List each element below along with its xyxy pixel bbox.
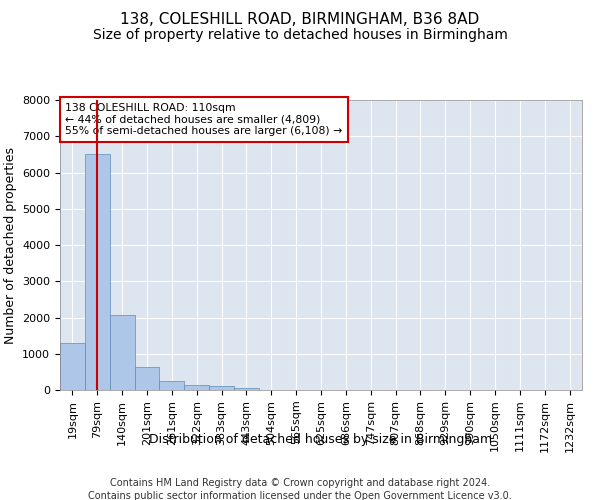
Text: Distribution of detached houses by size in Birmingham: Distribution of detached houses by size … bbox=[149, 432, 493, 446]
Text: Size of property relative to detached houses in Birmingham: Size of property relative to detached ho… bbox=[92, 28, 508, 42]
Text: 138 COLESHILL ROAD: 110sqm
← 44% of detached houses are smaller (4,809)
55% of s: 138 COLESHILL ROAD: 110sqm ← 44% of deta… bbox=[65, 103, 343, 136]
Bar bbox=[134, 367, 160, 390]
Bar bbox=[184, 386, 209, 390]
Bar bbox=[209, 386, 234, 390]
Text: Contains public sector information licensed under the Open Government Licence v3: Contains public sector information licen… bbox=[88, 491, 512, 500]
Bar bbox=[160, 381, 184, 390]
Bar bbox=[60, 343, 85, 390]
Y-axis label: Number of detached properties: Number of detached properties bbox=[4, 146, 17, 344]
Text: 138, COLESHILL ROAD, BIRMINGHAM, B36 8AD: 138, COLESHILL ROAD, BIRMINGHAM, B36 8AD bbox=[121, 12, 479, 28]
Bar bbox=[85, 154, 110, 390]
Text: Contains HM Land Registry data © Crown copyright and database right 2024.: Contains HM Land Registry data © Crown c… bbox=[110, 478, 490, 488]
Bar bbox=[110, 314, 134, 390]
Bar bbox=[234, 388, 259, 390]
